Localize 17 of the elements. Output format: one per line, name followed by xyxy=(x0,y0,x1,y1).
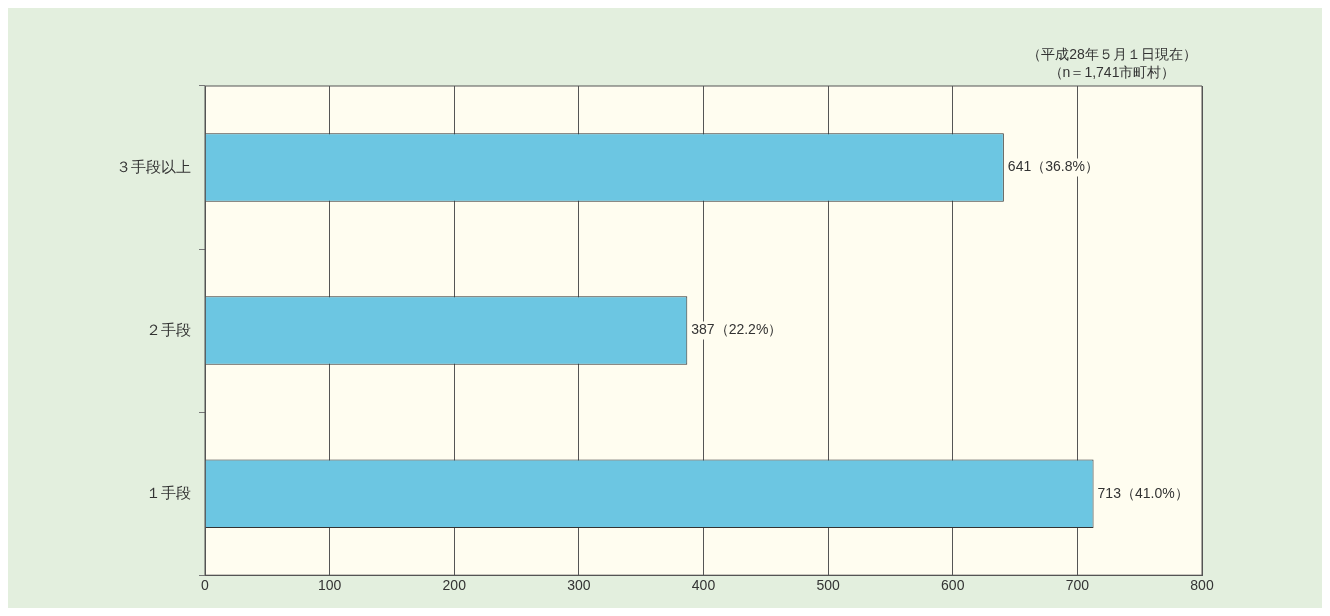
data-label: 713（41.0%） xyxy=(1097,484,1189,501)
x-tick-label: 400 xyxy=(691,577,716,594)
text: （平成28年５月１日現在） xyxy=(1027,45,1197,62)
x-tick-label: 300 xyxy=(567,577,591,594)
x-tick-label: 100 xyxy=(317,577,342,594)
y-tick-label: ３手段以上 xyxy=(116,157,191,175)
x-tick-label: 800 xyxy=(1190,577,1214,594)
data-label: 387（22.2%） xyxy=(691,321,783,338)
x-tick-label: 700 xyxy=(1065,577,1090,594)
x-tick-label: 500 xyxy=(816,577,841,594)
x-tick-label: 0 xyxy=(201,577,210,594)
data-label: 641（36.8%） xyxy=(1007,158,1099,175)
text: （n＝1,741市町村） xyxy=(1048,63,1176,80)
x-tick-label: 600 xyxy=(941,577,965,594)
y-tick-label: ２手段 xyxy=(146,320,191,338)
y-tick-label: １手段 xyxy=(146,483,191,501)
x-tick-label: 200 xyxy=(442,577,467,594)
